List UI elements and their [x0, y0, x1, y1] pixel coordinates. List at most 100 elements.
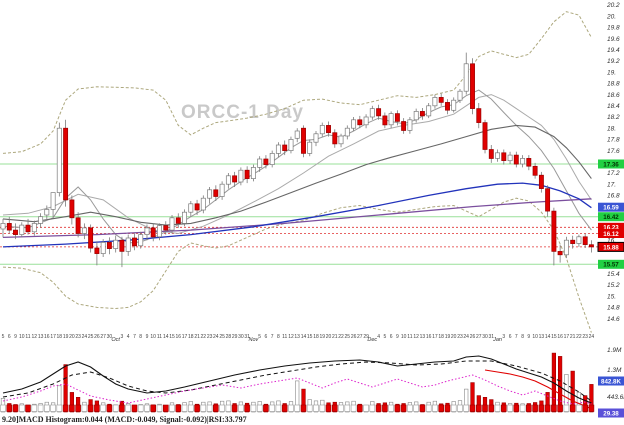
date-label: 17: [50, 334, 56, 340]
ribbon-block: [363, 404, 369, 412]
down-candle: [150, 227, 156, 238]
date-label: 5: [2, 334, 5, 340]
date-label: 12: [413, 334, 419, 340]
price-tick-label: 19.6: [607, 36, 620, 43]
up-candle: [344, 127, 350, 137]
date-label: 31: [244, 334, 250, 340]
volume-bar: [482, 396, 488, 413]
month-label: Dec: [367, 337, 377, 343]
date-label: 31: [489, 334, 495, 340]
date-label: 10: [150, 334, 156, 340]
price-tick-label: 15.: [607, 293, 616, 300]
up-candle: [100, 242, 106, 254]
bollinger-middle-band: [2, 94, 592, 235]
date-label: 3: [121, 334, 124, 340]
price-flag: [598, 408, 624, 418]
volume-bar: [301, 388, 306, 413]
date-label: 24: [82, 334, 88, 340]
up-candle: [313, 133, 319, 143]
down-candle: [106, 242, 112, 249]
down-candle: [445, 102, 450, 111]
price-tick-label: 18.: [607, 125, 616, 132]
date-label: 7: [133, 334, 136, 340]
ribbon-block: [469, 404, 476, 412]
ribbon-block: [87, 404, 94, 412]
ribbon-block: [407, 404, 413, 412]
macd-line: [2, 355, 592, 404]
ribbon-block: [551, 404, 557, 412]
ribbon-block: [400, 404, 407, 412]
up-candle: [319, 125, 325, 135]
price-flag-label: 15.57: [603, 262, 619, 269]
price-tick-label: 15.4: [607, 271, 620, 278]
ribbon-block: [106, 404, 113, 412]
ribbon-block: [294, 404, 301, 412]
up-candle: [207, 189, 213, 199]
ribbon-block: [119, 404, 125, 412]
down-candle: [132, 237, 137, 247]
date-label: 14: [301, 334, 307, 340]
date-label: 15: [169, 334, 175, 340]
ribbon-block: [225, 404, 232, 412]
ribbon-block: [0, 404, 6, 412]
date-label: 26: [351, 334, 357, 340]
date-axis: 5 6 9 10 11 12 13 16 17 18 19 20 23 24 25 26 27 30 Oct 3 4 7 8…: [2, 334, 595, 343]
ribbon-block: [194, 404, 200, 412]
date-label: 7: [271, 334, 274, 340]
ribbon-block: [275, 404, 282, 412]
ribbon-block: [163, 404, 169, 412]
price-tick-label: 18.2: [607, 114, 620, 121]
date-label: 9: [527, 334, 530, 340]
date-label: 20: [326, 334, 332, 340]
down-candle: [175, 217, 181, 224]
ribbon-block: [144, 404, 150, 412]
down-candle: [213, 189, 219, 197]
up-candle: [250, 167, 256, 179]
down-candle: [357, 119, 363, 126]
volume-bar: [570, 370, 575, 413]
date-label: 14: [545, 334, 551, 340]
momentum-red-line: [484, 369, 592, 410]
price-flag-label: 29.38: [603, 410, 619, 417]
date-label: 22: [201, 334, 207, 340]
date-label: 10: [19, 334, 25, 340]
date-label: 15: [551, 334, 557, 340]
ribbon-block: [369, 404, 376, 412]
ribbon-block: [181, 404, 188, 412]
price-tick-label: 17.6: [607, 148, 620, 155]
price-tick-label: 19.2: [607, 58, 620, 65]
ribbon-block: [488, 404, 495, 412]
ribbon-block: [413, 404, 420, 412]
down-candle: [401, 121, 407, 131]
ribbon-block: [319, 404, 326, 412]
date-label: 16: [557, 334, 563, 340]
date-label: 12: [288, 334, 294, 340]
ribbon-block: [519, 404, 526, 412]
volume-tick-label: 443.6K: [607, 394, 624, 401]
date-label: 5: [258, 334, 261, 340]
ribbon-block: [507, 404, 513, 412]
ribbon-block: [56, 404, 63, 412]
ribbon-block: [457, 404, 463, 412]
ribbon-block: [419, 404, 426, 412]
ribbon-block: [219, 404, 225, 412]
date-label: 16: [426, 334, 432, 340]
volume-tick-label: 1.3M: [607, 367, 622, 374]
ribbon-block: [300, 404, 307, 412]
ribbon-block: [6, 404, 13, 412]
ribbon-block: [43, 404, 50, 412]
ribbon-block: [338, 404, 344, 412]
up-candle: [257, 158, 263, 168]
volume-bar: [476, 395, 481, 413]
date-label: 27: [357, 334, 363, 340]
up-candle: [520, 158, 526, 165]
ribbon-block: [475, 404, 482, 412]
up-candle: [507, 154, 513, 162]
down-candle: [470, 63, 475, 109]
up-candle: [388, 113, 394, 126]
down-candle: [476, 108, 482, 123]
date-label: 11: [25, 334, 30, 340]
date-label: 20: [451, 334, 457, 340]
